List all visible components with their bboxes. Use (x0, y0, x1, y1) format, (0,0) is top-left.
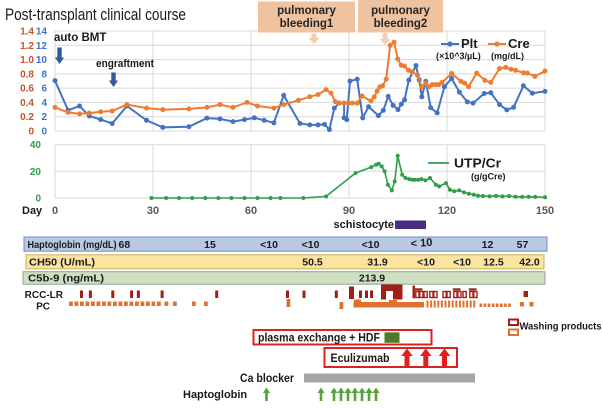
svg-text:2: 2 (41, 112, 47, 123)
svg-text:213.9: 213.9 (359, 273, 385, 285)
svg-text:<10: <10 (362, 239, 380, 251)
svg-text:<10: <10 (453, 257, 471, 269)
svg-text:14: 14 (36, 27, 48, 38)
svg-text:42.0: 42.0 (519, 257, 540, 269)
svg-text:schistocyte: schistocyte (333, 219, 394, 231)
svg-text:(×10^3/µL): (×10^3/µL) (436, 51, 481, 61)
svg-text:< 10: < 10 (410, 237, 433, 250)
svg-text:(g/gCre): (g/gCre) (471, 172, 506, 182)
svg-text:0: 0 (35, 194, 41, 205)
svg-text:<10: <10 (417, 257, 435, 269)
svg-text:Ca blocker: Ca blocker (240, 373, 294, 385)
svg-text:1.2: 1.2 (20, 41, 34, 52)
svg-text:12.5: 12.5 (483, 257, 504, 269)
svg-text:0: 0 (41, 127, 47, 138)
svg-text:0.6: 0.6 (20, 84, 34, 95)
svg-text:0.2: 0.2 (20, 112, 34, 123)
svg-text:15: 15 (204, 239, 216, 251)
svg-text:RCC-LR: RCC-LR (25, 290, 64, 301)
svg-text:6: 6 (41, 84, 47, 95)
svg-text:pulmonary: pulmonary (371, 5, 430, 17)
svg-text:0: 0 (28, 127, 34, 138)
svg-text:Cre: Cre (508, 36, 530, 51)
svg-text:50.5: 50.5 (302, 257, 323, 269)
svg-text:CH50 (U/mL): CH50 (U/mL) (29, 257, 95, 269)
svg-text:30: 30 (147, 205, 159, 217)
svg-text:0.8: 0.8 (20, 69, 34, 80)
svg-text:57: 57 (517, 239, 529, 251)
svg-text:C5b-9 (ng/mL): C5b-9 (ng/mL) (28, 273, 104, 285)
svg-text:0: 0 (52, 205, 58, 217)
svg-text:UTP/Cr: UTP/Cr (454, 157, 501, 171)
svg-text:Haptoglobin: Haptoglobin (183, 389, 247, 401)
svg-text:Post-transplant clinical cours: Post-transplant clinical course (5, 5, 186, 24)
svg-text:Day: Day (22, 205, 43, 217)
svg-text:<10: <10 (260, 239, 278, 251)
svg-text:1.4: 1.4 (20, 27, 34, 38)
svg-text:Haptoglobin (mg/dL): Haptoglobin (mg/dL) (28, 239, 117, 251)
svg-text:plasma exchange + HDF: plasma exchange + HDF (258, 333, 380, 345)
svg-text:auto BMT: auto BMT (54, 32, 106, 44)
svg-text:60: 60 (245, 205, 257, 217)
svg-text:31.9: 31.9 (367, 257, 388, 269)
svg-text:(mg/dL): (mg/dL) (491, 51, 524, 61)
svg-text:engraftment: engraftment (96, 58, 154, 70)
svg-text:bleeding1: bleeding1 (280, 18, 334, 30)
svg-text:12: 12 (36, 41, 48, 52)
svg-text:pulmonary: pulmonary (277, 5, 336, 17)
svg-text:Plt: Plt (461, 36, 478, 51)
svg-text:4: 4 (41, 98, 47, 109)
svg-text:bleeding2: bleeding2 (374, 18, 428, 30)
svg-text:12: 12 (482, 239, 494, 251)
svg-text:10: 10 (36, 55, 48, 66)
svg-text:PC: PC (36, 302, 50, 313)
svg-text:Eculizumab: Eculizumab (331, 353, 390, 365)
svg-text:90: 90 (343, 205, 355, 217)
svg-text:1.0: 1.0 (20, 55, 34, 66)
svg-text:120: 120 (438, 205, 456, 217)
svg-text:Washing products: Washing products (520, 322, 602, 333)
svg-text:20: 20 (30, 167, 42, 178)
svg-text:0.4: 0.4 (20, 98, 34, 109)
svg-text:150: 150 (536, 205, 554, 217)
svg-text:68: 68 (119, 239, 131, 251)
svg-text:<10: <10 (302, 239, 320, 251)
svg-text:40: 40 (30, 140, 42, 151)
svg-text:8: 8 (41, 69, 47, 80)
